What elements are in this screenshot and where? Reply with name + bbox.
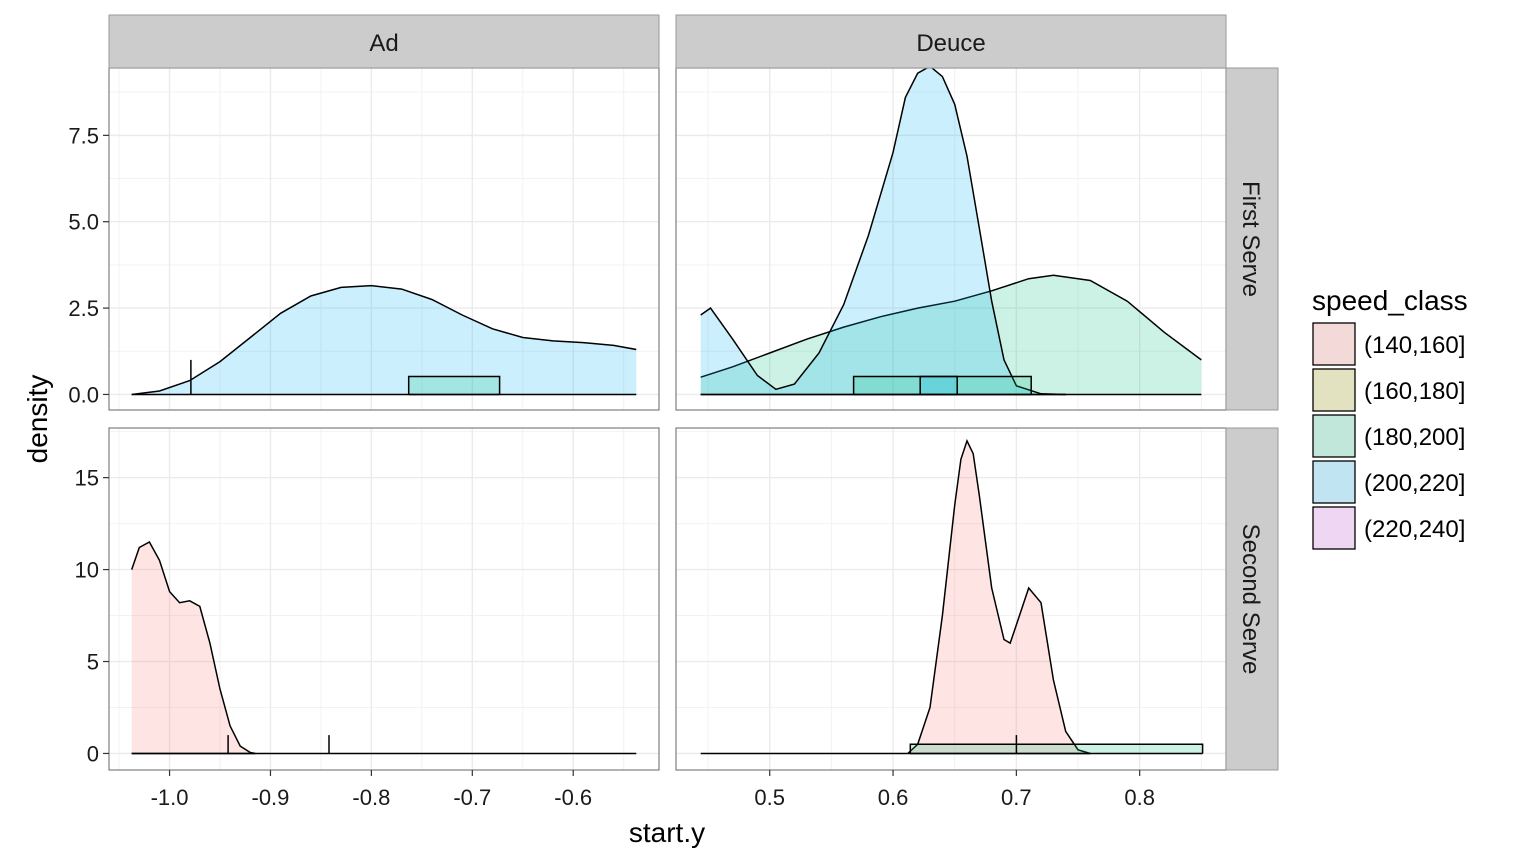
y-tick-label: 0: [87, 741, 99, 766]
legend-key-swatch: [1312, 506, 1356, 550]
panel-deuce-first-serve: [675, 65, 1227, 411]
panel-background: [676, 428, 1226, 770]
x-tick-label: 0.7: [1001, 785, 1032, 810]
panel-deuce-second-serve: 0.5 0.6 0.7 0.8: [675, 427, 1227, 810]
x-tick-label: -1.0: [151, 785, 189, 810]
x-tick-label: 0.6: [878, 785, 909, 810]
x-tick-label: -0.9: [252, 785, 290, 810]
legend-key-background: [1311, 321, 1357, 367]
density-area: [131, 285, 637, 395]
density-area: [910, 744, 1203, 754]
y-axis-title: density: [22, 375, 53, 464]
panel-ad-second-serve: 0 5 10 15 -1.0 -0.9 -0.8 -0.7 -0.6: [75, 427, 660, 810]
panel-border: [108, 427, 660, 771]
x-axis-title: start.y: [629, 817, 705, 848]
density-area: [131, 542, 256, 754]
density-area: [920, 376, 958, 395]
legend-key-swatch: [1312, 460, 1356, 504]
legend-item: (220,240]: [1311, 505, 1465, 551]
x-tick-label: -0.6: [554, 785, 592, 810]
legend-label: (200,220]: [1364, 470, 1465, 497]
density-series: [907, 438, 1091, 755]
density-series: [407, 375, 501, 395]
y-tick-label: 10: [75, 558, 99, 583]
legend-key-background: [1311, 505, 1357, 551]
legend-key-swatch: [1312, 368, 1356, 412]
row-strip-label: First Serve: [1237, 181, 1264, 297]
legend-label: (180,200]: [1364, 424, 1465, 451]
legend: speed_class (140,160](160,180](180,200](…: [1311, 285, 1468, 551]
legend-item: (140,160]: [1311, 321, 1465, 367]
panels-layer: 0.0 2.5 5.0 7.5 0 5 10 15 -1.0 -0.9 -0.8 -0.7 -0.6 0.…: [68, 65, 1227, 810]
density-area: [700, 275, 1202, 395]
x-tick-label: 0.8: [1124, 785, 1155, 810]
legend-key-swatch: [1312, 414, 1356, 458]
column-strip-label: Deuce: [916, 30, 985, 57]
legend-label: (160,180]: [1364, 378, 1465, 405]
density-series: [700, 65, 1066, 396]
density-series: [131, 284, 637, 396]
x-tick-label: -0.8: [352, 785, 390, 810]
density-series: [130, 540, 256, 755]
column-strip-ad: Ad: [108, 14, 660, 69]
panel-ad-first-serve: 0.0 2.5 5.0 7.5: [68, 67, 660, 411]
density-series: [919, 375, 958, 395]
y-tick-label: 15: [75, 466, 99, 491]
row-strip-first-serve: First Serve: [1225, 67, 1279, 411]
column-strip-label: Ad: [369, 30, 398, 57]
x-tick-label: 0.5: [754, 785, 785, 810]
y-tick-label: 7.5: [68, 123, 99, 148]
legend-item: (160,180]: [1311, 367, 1465, 413]
density-series: [909, 743, 1204, 754]
density-area: [853, 376, 1032, 395]
row-strip-second-serve: Second Serve: [1225, 427, 1279, 771]
legend-key-background: [1311, 459, 1357, 505]
x-tick-label: -0.7: [453, 785, 491, 810]
legend-key-background: [1311, 367, 1357, 413]
density-series: [700, 274, 1202, 378]
y-tick-label: 2.5: [68, 296, 99, 321]
legend-title: speed_class: [1312, 285, 1468, 316]
row-strip-label: Second Serve: [1237, 524, 1264, 675]
legend-key-background: [1311, 413, 1357, 459]
legend-key-swatch: [1312, 322, 1356, 366]
column-strip-deuce: Deuce: [675, 14, 1227, 69]
legend-label: (220,240]: [1364, 516, 1465, 543]
density-area: [700, 66, 1066, 395]
panel-background: [109, 68, 659, 410]
legend-label: (140,160]: [1364, 332, 1465, 359]
panel-background: [109, 428, 659, 770]
y-tick-label: 0.0: [68, 382, 99, 407]
y-tick-label: 5: [87, 650, 99, 675]
legend-items: (140,160] (160,180] (180,200] (200,220] (220…: [1311, 321, 1465, 551]
density-area: [408, 376, 500, 395]
legend-item: (180,200]: [1311, 413, 1465, 459]
y-tick-label: 5.0: [68, 210, 99, 235]
legend-item: (200,220]: [1311, 459, 1465, 505]
